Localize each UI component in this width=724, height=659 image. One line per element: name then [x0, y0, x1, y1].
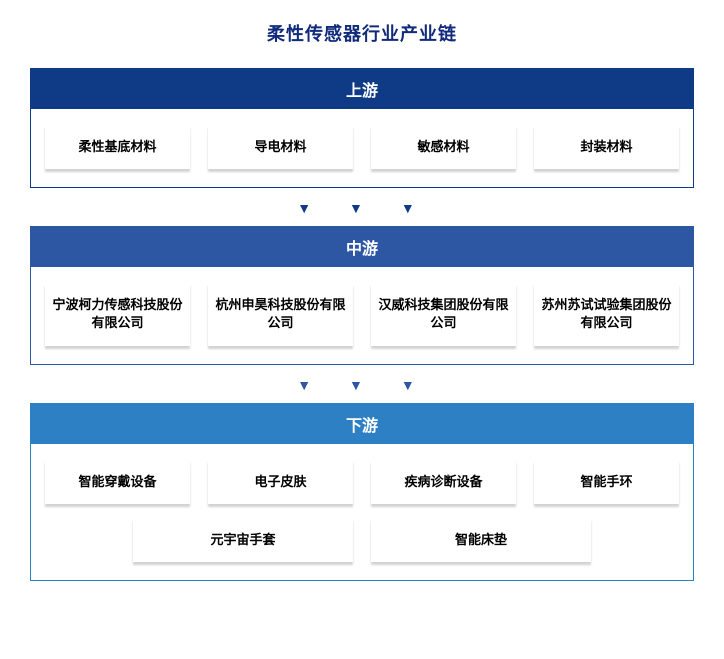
upstream-card: 封装材料: [534, 125, 679, 169]
upstream-card: 柔性基底材料: [45, 125, 190, 169]
diagram-title: 柔性传感器行业产业链: [30, 20, 694, 46]
midstream-card: 杭州申昊科技股份有限公司: [208, 283, 353, 345]
midstream-card: 宁波柯力传感科技股份有限公司: [45, 283, 190, 345]
arrows-to-downstream: ▼ ▼ ▼: [30, 365, 694, 403]
downstream-row-1: 智能穿戴设备 电子皮肤 疾病诊断设备 智能手环: [45, 460, 679, 504]
upstream-card: 敏感材料: [371, 125, 516, 169]
downstream-card: 智能床垫: [371, 518, 591, 562]
downstream-card: 电子皮肤: [208, 460, 353, 504]
midstream-header: 中游: [31, 227, 693, 267]
downstream-card: 疾病诊断设备: [371, 460, 516, 504]
downstream-card: 智能穿戴设备: [45, 460, 190, 504]
upstream-row: 柔性基底材料 导电材料 敏感材料 封装材料: [45, 125, 679, 169]
midstream-card: 苏州苏试试验集团股份有限公司: [534, 283, 679, 345]
upstream-card: 导电材料: [208, 125, 353, 169]
downstream-row-2: 元宇宙手套 智能床垫: [45, 518, 679, 562]
downstream-card: 智能手环: [534, 460, 679, 504]
downstream-card: 元宇宙手套: [133, 518, 353, 562]
midstream-section: 中游 宁波柯力传感科技股份有限公司 杭州申昊科技股份有限公司 汉威科技集团股份有…: [30, 226, 694, 364]
upstream-header: 上游: [31, 69, 693, 109]
upstream-section: 上游 柔性基底材料 导电材料 敏感材料 封装材料: [30, 68, 694, 188]
midstream-card: 汉威科技集团股份有限公司: [371, 283, 516, 345]
arrows-to-midstream: ▼ ▼ ▼: [30, 188, 694, 226]
downstream-header: 下游: [31, 404, 693, 444]
downstream-section: 下游 智能穿戴设备 电子皮肤 疾病诊断设备 智能手环 元宇宙手套 智能床垫: [30, 403, 694, 581]
midstream-row: 宁波柯力传感科技股份有限公司 杭州申昊科技股份有限公司 汉威科技集团股份有限公司…: [45, 283, 679, 345]
